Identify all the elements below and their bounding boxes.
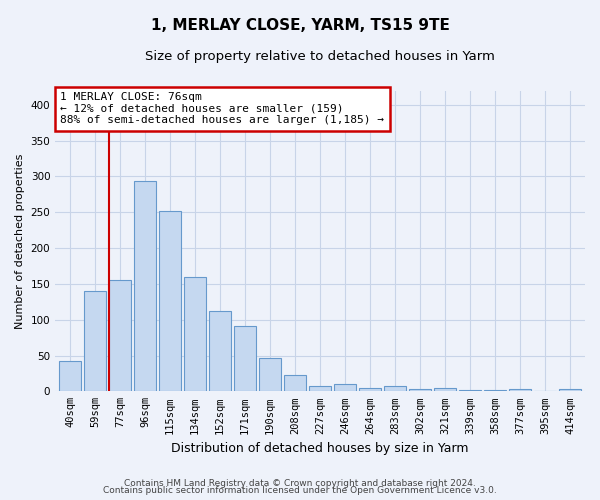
X-axis label: Distribution of detached houses by size in Yarm: Distribution of detached houses by size … [172, 442, 469, 455]
Text: 1, MERLAY CLOSE, YARM, TS15 9TE: 1, MERLAY CLOSE, YARM, TS15 9TE [151, 18, 449, 32]
Bar [134, 181, 157, 392]
Bar [484, 390, 506, 392]
Bar [84, 291, 106, 392]
Bar [509, 389, 531, 392]
Bar [384, 386, 406, 392]
Bar [309, 386, 331, 392]
Bar [334, 384, 356, 392]
Bar [434, 388, 456, 392]
Bar [184, 276, 206, 392]
Bar [159, 211, 181, 392]
Bar [59, 361, 82, 392]
Bar [459, 390, 481, 392]
Text: 1 MERLAY CLOSE: 76sqm
← 12% of detached houses are smaller (159)
88% of semi-det: 1 MERLAY CLOSE: 76sqm ← 12% of detached … [61, 92, 385, 126]
Bar [559, 389, 581, 392]
Bar [259, 358, 281, 392]
Bar [234, 326, 256, 392]
Y-axis label: Number of detached properties: Number of detached properties [15, 153, 25, 328]
Bar [109, 280, 131, 392]
Bar [359, 388, 382, 392]
Bar [209, 311, 232, 392]
Text: Contains public sector information licensed under the Open Government Licence v3: Contains public sector information licen… [103, 486, 497, 495]
Title: Size of property relative to detached houses in Yarm: Size of property relative to detached ho… [145, 50, 495, 63]
Bar [409, 389, 431, 392]
Bar [284, 375, 307, 392]
Text: Contains HM Land Registry data © Crown copyright and database right 2024.: Contains HM Land Registry data © Crown c… [124, 478, 476, 488]
